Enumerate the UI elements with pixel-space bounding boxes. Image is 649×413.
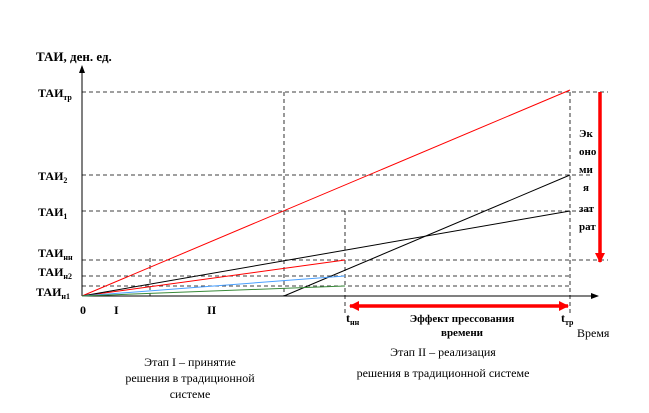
t-nn-label: tнн [346, 311, 360, 327]
stage2-caption-line-2: решения в традиционной системе [357, 366, 530, 380]
green-line-tai-n1 [81, 285, 346, 297]
t-tr-label: tтр [561, 311, 574, 327]
x-origin-label: 0 [80, 303, 86, 317]
y-tick-tai-n1: ТАИн1 [36, 285, 70, 301]
stage2-caption-line-1: Этап II – реализация [390, 345, 496, 359]
y-axis-label: ТАИ, ден. ед. [36, 49, 112, 64]
stage-i-label: I [114, 303, 119, 317]
savings-line-5: зат [579, 203, 595, 215]
stage-ii-label: II [207, 303, 217, 317]
y-tick-tai-tr: ТАИтр [38, 86, 72, 102]
blue-line-tai-n2 [81, 275, 346, 297]
savings-line-1: Эк [579, 128, 593, 140]
y-tick-tai-nn: ТАИнн [38, 246, 73, 262]
y-tick-tai-n2: ТАИн2 [38, 265, 72, 281]
savings-line-4: я [583, 182, 589, 194]
savings-line-2: оно [579, 146, 597, 158]
compression-label-line-2: времени [441, 327, 484, 339]
red-line-tai-nn [81, 259, 346, 297]
savings-line-6: рат [579, 221, 596, 233]
black-line-tai-1 [81, 210, 571, 297]
stage1-caption-line-1: Этап I – принятие [144, 355, 236, 369]
red-line-tai-tr [81, 89, 571, 297]
y-tick-tai-1: ТАИ1 [38, 205, 67, 221]
stage1-caption-line-3: системе [170, 387, 211, 401]
x-axis-label: Время [577, 326, 610, 340]
savings-line-3: ми [579, 164, 593, 176]
compression-label-line-1: Эффект прессования [410, 313, 515, 325]
stage1-caption-line-2: решения в традиционной [125, 371, 255, 385]
black-line-tai-2 [283, 174, 571, 297]
y-tick-tai-2: ТАИ2 [38, 169, 67, 185]
